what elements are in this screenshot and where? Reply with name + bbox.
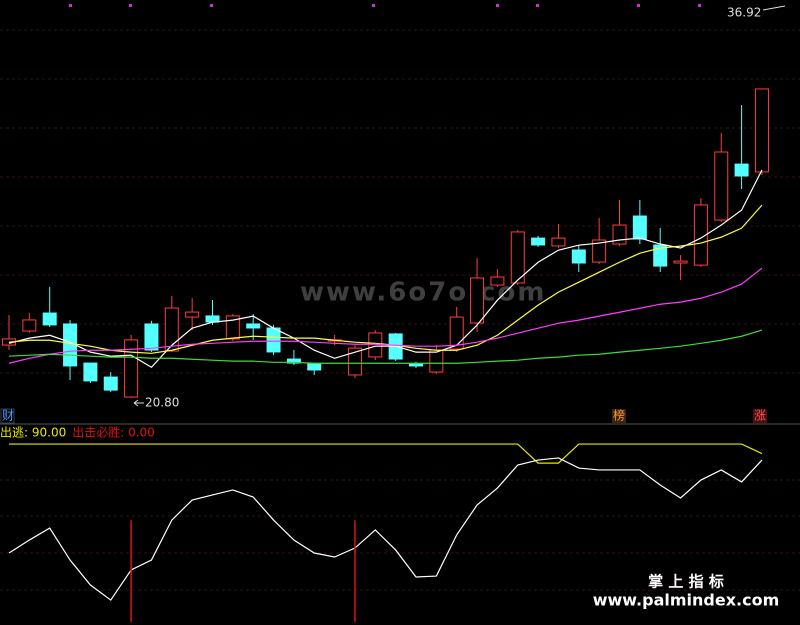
candle-body <box>531 237 546 246</box>
candle-body <box>673 260 688 264</box>
top-dots <box>69 4 701 7</box>
marker-box <box>753 409 767 423</box>
grid <box>0 29 800 591</box>
marker: 财 <box>2 409 14 423</box>
candle-body <box>714 151 729 221</box>
candle-body <box>449 316 464 350</box>
marker-box <box>0 408 15 424</box>
candle-body <box>164 307 179 352</box>
candle-body <box>734 163 749 177</box>
moving-average <box>8 169 763 369</box>
annotation-arrow <box>133 399 139 407</box>
annotation: 20.80 <box>145 396 179 410</box>
legend-entry: 出逃: 90.00 <box>0 426 66 440</box>
watermark: www.palmindex.com <box>593 591 780 610</box>
candle-body <box>286 358 301 364</box>
indicator-line <box>9 443 763 464</box>
candle-body <box>266 327 281 353</box>
candle-body <box>144 323 159 351</box>
candle-body <box>205 315 220 323</box>
marker-box <box>612 409 626 423</box>
legend-entry: 出击必胜: 0.00 <box>72 425 155 440</box>
candle-body <box>510 231 525 284</box>
candle-body <box>347 347 362 376</box>
candle-body <box>103 376 118 391</box>
candle-body <box>124 339 139 398</box>
candle-body <box>246 323 261 329</box>
candle-body <box>225 315 240 340</box>
candle-body <box>551 237 566 247</box>
candle-body <box>592 239 607 263</box>
candle-body <box>571 249 586 264</box>
watermark: www.6o7o.com <box>300 278 546 308</box>
marker: 榜 <box>613 408 625 423</box>
annotation: 36.92 <box>727 6 761 20</box>
candle-body <box>429 349 444 373</box>
watermark: 掌 上 指 标 <box>648 573 724 591</box>
annotation-arrow <box>762 5 786 11</box>
moving-average <box>8 329 763 364</box>
candle-body <box>42 312 57 326</box>
candle-body <box>83 362 98 382</box>
candle-body <box>653 244 668 267</box>
candle-body <box>490 276 505 286</box>
indicator-line <box>8 457 763 601</box>
candle-body <box>22 319 37 332</box>
candle-body <box>185 311 200 318</box>
moving-average <box>8 267 763 364</box>
candle-body <box>754 88 769 173</box>
candle-body <box>470 277 485 324</box>
candle-body <box>632 215 647 240</box>
candle-body <box>693 204 708 266</box>
candle-body <box>409 363 423 367</box>
candle-body <box>307 363 322 371</box>
marker: 涨 <box>754 408 766 423</box>
